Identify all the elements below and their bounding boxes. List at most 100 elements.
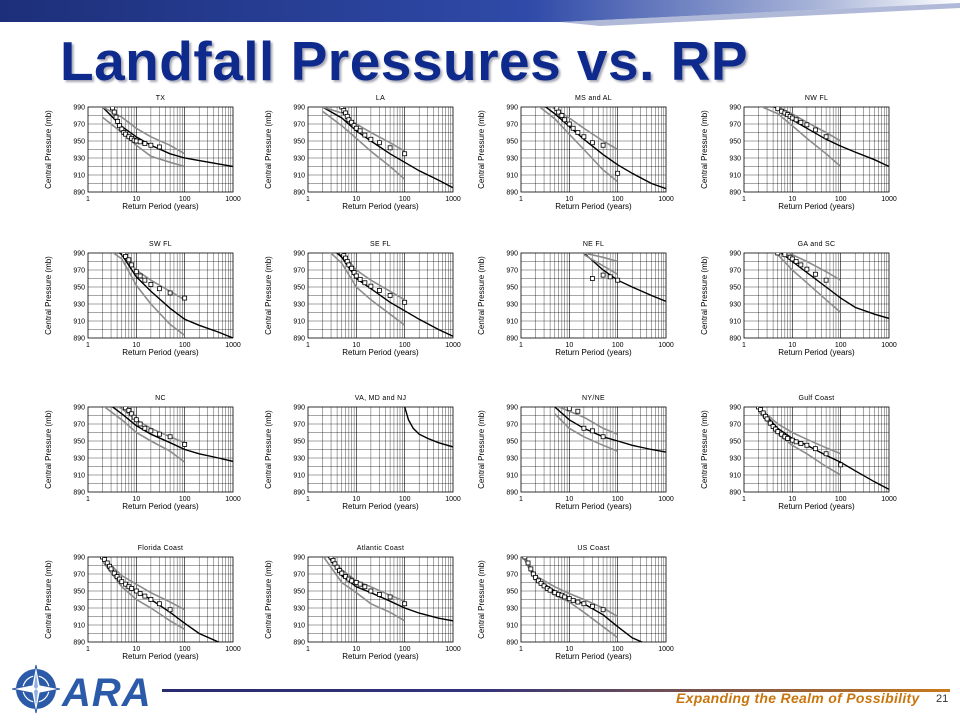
data-point-marker	[339, 570, 345, 576]
y-axis-label: Central Pressure (mb)	[264, 560, 273, 639]
data-point-marker	[142, 141, 148, 146]
data-point-marker	[111, 109, 117, 115]
model-curve-line	[544, 107, 666, 190]
data-point-marker	[528, 566, 534, 572]
chart-title: MS and AL	[575, 95, 612, 102]
y-tick-label: 970	[293, 422, 305, 429]
y-tick-label: 890	[729, 490, 741, 497]
series-group	[103, 407, 233, 463]
data-point-marker	[798, 262, 804, 268]
y-tick-label: 910	[729, 319, 741, 326]
y-tick-label: 970	[293, 268, 305, 275]
data-point-marker	[167, 434, 173, 440]
model-curve-line	[322, 107, 453, 189]
y-tick-label: 950	[73, 439, 85, 446]
x-axis-label: Return Period (years)	[778, 502, 855, 511]
chart-title: NW FL	[805, 95, 828, 102]
lower-confidence-line	[522, 557, 619, 639]
data-point-marker	[123, 407, 129, 411]
data-point-marker	[114, 574, 120, 579]
y-axis-label: Central Pressure (mb)	[700, 410, 709, 489]
x-tick-label: 1000	[445, 196, 461, 203]
y-tick-label: 990	[293, 405, 305, 412]
y-tick-label: 890	[293, 490, 305, 497]
data-point-marker	[566, 596, 572, 602]
data-point-marker	[538, 580, 544, 586]
y-tick-label: 970	[729, 122, 741, 129]
y-tick-label: 890	[293, 336, 305, 343]
data-point-marker	[758, 407, 763, 412]
data-point-marker	[156, 286, 162, 292]
data-point-marker	[156, 601, 162, 607]
y-tick-label: 990	[73, 251, 85, 258]
x-tick-label: 100	[612, 496, 624, 503]
y-tick-label: 990	[293, 555, 305, 562]
data-point-marker	[353, 125, 359, 131]
y-tick-label: 890	[506, 190, 518, 197]
data-point-marker	[349, 578, 355, 584]
data-point-marker	[804, 266, 810, 272]
y-tick-label: 890	[73, 640, 85, 647]
data-point-marker	[804, 122, 810, 128]
data-point-marker	[770, 424, 776, 429]
data-point-marker	[607, 274, 613, 280]
data-point-marker	[376, 140, 382, 146]
model-curve-line	[111, 407, 233, 463]
y-tick-label: 950	[506, 285, 518, 292]
x-tick-label: 1000	[225, 646, 241, 653]
x-tick-label: 1	[306, 196, 310, 203]
x-tick-label: 100	[179, 342, 191, 349]
x-tick-label: 1	[86, 196, 90, 203]
y-axis-label: Central Pressure (mb)	[44, 256, 53, 335]
x-tick-label: 100	[179, 496, 191, 503]
data-point-marker	[570, 125, 576, 131]
data-point-marker	[167, 290, 173, 296]
x-tick-label: 1	[306, 646, 310, 653]
x-tick-label: 10	[352, 646, 360, 653]
data-point-marker	[137, 421, 143, 427]
y-tick-label: 890	[293, 190, 305, 197]
series-group	[522, 557, 644, 642]
y-tick-label: 930	[293, 606, 305, 613]
data-point-marker	[126, 257, 132, 263]
y-tick-label: 950	[73, 139, 85, 146]
data-point-marker	[102, 557, 107, 562]
x-tick-label: 1	[742, 196, 746, 203]
data-point-marker	[129, 262, 135, 268]
y-tick-label: 890	[729, 190, 741, 197]
series-group	[329, 253, 453, 337]
y-tick-label: 970	[729, 422, 741, 429]
data-point-marker	[368, 136, 374, 142]
y-axis-label: Central Pressure (mb)	[477, 256, 486, 335]
y-tick-label: 890	[506, 640, 518, 647]
y-tick-label: 930	[73, 456, 85, 463]
x-tick-label: 100	[179, 646, 191, 653]
x-axis-label: Return Period (years)	[555, 202, 632, 211]
data-point-marker	[368, 283, 374, 289]
series-group	[102, 107, 233, 168]
series-group	[760, 107, 889, 168]
x-tick-label: 10	[788, 342, 796, 349]
x-tick-label: 1000	[225, 496, 241, 503]
x-tick-label: 1	[86, 496, 90, 503]
x-tick-label: 10	[352, 196, 360, 203]
upper-confidence-line	[101, 557, 186, 611]
y-tick-label: 930	[73, 156, 85, 163]
y-axis-label: Central Pressure (mb)	[264, 410, 273, 489]
data-point-marker	[823, 134, 829, 140]
x-tick-label: 100	[612, 342, 624, 349]
data-point-marker	[357, 128, 363, 134]
data-point-marker	[110, 107, 115, 111]
data-point-marker	[137, 139, 143, 145]
x-tick-label: 10	[565, 342, 573, 349]
x-tick-label: 10	[565, 196, 573, 203]
y-tick-label: 990	[293, 105, 305, 112]
y-tick-label: 910	[293, 623, 305, 630]
chart-title: LA	[376, 95, 385, 102]
